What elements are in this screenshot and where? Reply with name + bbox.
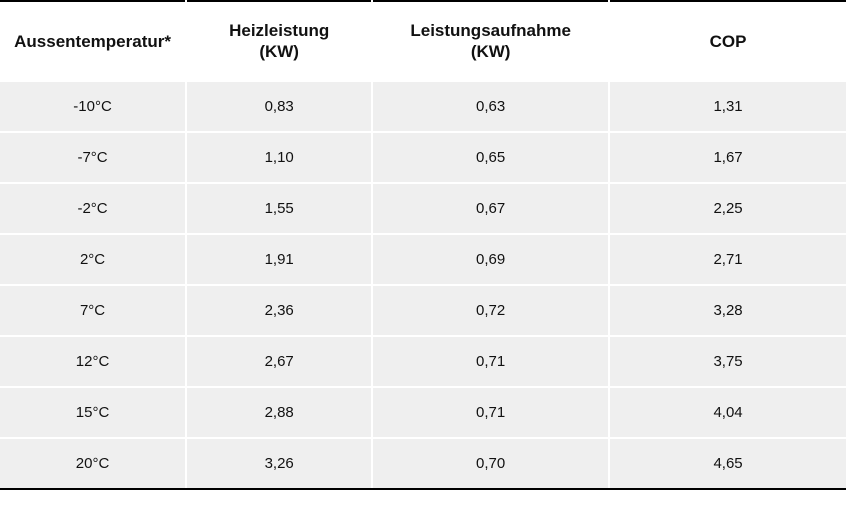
table-body: -10°C 0,83 0,63 1,31 -7°C 1,10 0,65 1,67… [0,81,846,489]
cell-heizleistung: 2,88 [186,387,372,438]
cell-aussentemperatur: 2°C [0,234,186,285]
cell-leistungsaufnahme: 0,71 [372,336,609,387]
cell-leistungsaufnahme: 0,65 [372,132,609,183]
col-header-line1: COP [710,32,747,51]
cell-cop: 4,65 [609,438,846,489]
cell-aussentemperatur: 12°C [0,336,186,387]
col-header-cop: COP [609,1,846,81]
cell-cop: 1,67 [609,132,846,183]
cell-aussentemperatur: -2°C [0,183,186,234]
cell-heizleistung: 2,67 [186,336,372,387]
cell-cop: 3,75 [609,336,846,387]
col-header-line1: Leistungsaufnahme [410,21,571,40]
col-header-line1: Aussentemperatur* [14,32,171,51]
cell-heizleistung: 2,36 [186,285,372,336]
cell-aussentemperatur: 20°C [0,438,186,489]
col-header-line2: (KW) [383,41,598,62]
cell-heizleistung: 1,91 [186,234,372,285]
col-header-leistungsaufnahme: Leistungsaufnahme (KW) [372,1,609,81]
cell-leistungsaufnahme: 0,71 [372,387,609,438]
performance-table-wrap: Aussentemperatur* Heizleistung (KW) Leis… [0,0,846,520]
cell-aussentemperatur: 7°C [0,285,186,336]
table-row: -10°C 0,83 0,63 1,31 [0,81,846,132]
cell-heizleistung: 1,10 [186,132,372,183]
cell-leistungsaufnahme: 0,67 [372,183,609,234]
col-header-line1: Heizleistung [229,21,329,40]
table-header-row: Aussentemperatur* Heizleistung (KW) Leis… [0,1,846,81]
cell-heizleistung: 0,83 [186,81,372,132]
cell-leistungsaufnahme: 0,69 [372,234,609,285]
cell-heizleistung: 1,55 [186,183,372,234]
cell-heizleistung: 3,26 [186,438,372,489]
table-row: 15°C 2,88 0,71 4,04 [0,387,846,438]
cell-leistungsaufnahme: 0,70 [372,438,609,489]
table-row: -7°C 1,10 0,65 1,67 [0,132,846,183]
col-header-aussentemperatur: Aussentemperatur* [0,1,186,81]
table-row: 7°C 2,36 0,72 3,28 [0,285,846,336]
cell-cop: 2,71 [609,234,846,285]
cell-aussentemperatur: -7°C [0,132,186,183]
table-row: 12°C 2,67 0,71 3,75 [0,336,846,387]
cell-leistungsaufnahme: 0,72 [372,285,609,336]
table-row: 2°C 1,91 0,69 2,71 [0,234,846,285]
cell-aussentemperatur: -10°C [0,81,186,132]
cell-aussentemperatur: 15°C [0,387,186,438]
table-row: 20°C 3,26 0,70 4,65 [0,438,846,489]
col-header-line2: (KW) [197,41,361,62]
col-header-heizleistung: Heizleistung (KW) [186,1,372,81]
performance-table: Aussentemperatur* Heizleistung (KW) Leis… [0,0,846,490]
cell-cop: 2,25 [609,183,846,234]
table-row: -2°C 1,55 0,67 2,25 [0,183,846,234]
cell-cop: 1,31 [609,81,846,132]
cell-cop: 4,04 [609,387,846,438]
cell-leistungsaufnahme: 0,63 [372,81,609,132]
cell-cop: 3,28 [609,285,846,336]
